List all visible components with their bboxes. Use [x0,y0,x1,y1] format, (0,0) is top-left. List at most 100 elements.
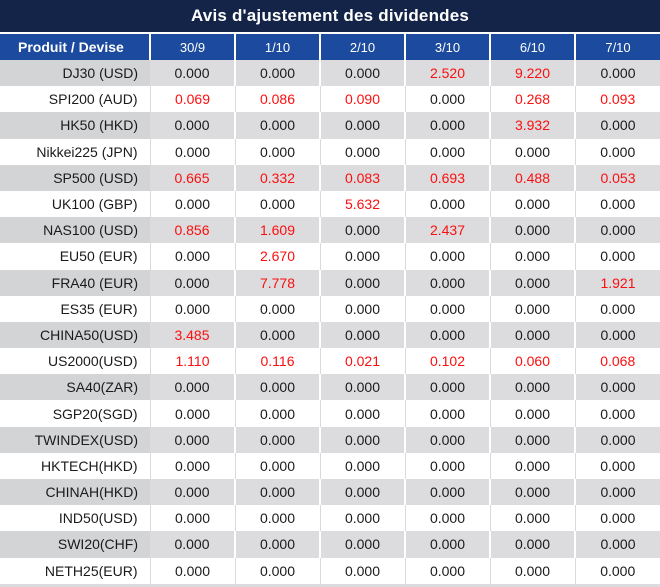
product-cell: CHINAH(HKD) [0,479,150,506]
value-cell: 0.000 [574,505,660,532]
product-cell: HKTECH(HKD) [0,452,150,479]
value-cell: 0.693 [404,164,490,191]
table-row: SWI20(CHF) 0.000 0.000 0.000 0.000 0.000 0.000 [0,531,660,558]
header-row: Produit / Devise 30/9 1/10 2/10 3/10 6/10 7/1… [0,34,660,60]
value-cell: 0.332 [234,164,320,191]
value-cell: 0.000 [489,269,575,296]
value-cell: 0.000 [489,138,575,165]
value-cell: 0.000 [574,243,660,270]
column-header-1-10: 1/10 [234,34,320,60]
value-cell: 0.000 [574,374,660,401]
value-cell: 0.665 [150,164,235,191]
value-cell: 0.000 [489,321,575,349]
value-cell: 0.000 [319,505,405,532]
product-cell: ES35 (EUR) [0,295,150,322]
column-header-product: Produit / Devise [18,39,124,55]
value-cell: 0.000 [150,269,235,296]
value-cell: 0.000 [574,295,660,322]
value-cell: 0.000 [489,426,575,453]
value-cell: 0.000 [404,295,490,322]
value-cell: 0.000 [489,374,575,401]
column-header-30-9: 30/9 [149,34,235,60]
value-cell: 0.000 [574,531,660,558]
value-cell: 0.060 [489,348,575,375]
value-cell: 0.000 [404,374,490,401]
value-cell: 0.116 [234,348,320,375]
value-cell: 0.000 [404,452,490,479]
value-cell: 0.856 [150,217,235,244]
value-cell: 0.000 [489,243,575,270]
table-row: Nikkei225 (JPN) 0.000 0.000 0.000 0.000 0.000… [0,138,660,165]
table-row: FRA40 (EUR) 0.000 7.778 0.000 0.000 0.000 1.92… [0,269,660,296]
value-cell: 0.000 [319,452,405,479]
value-cell: 0.268 [489,86,575,113]
value-cell: 0.000 [319,295,405,322]
table-row: IND50(USD) 0.000 0.000 0.000 0.000 0.000 0.000 [0,505,660,532]
value-cell: 0.000 [234,452,320,479]
value-cell: 0.000 [234,60,320,87]
table-row: SPI200 (AUD) 0.069 0.086 0.090 0.000 0.268 0.0… [0,86,660,113]
table-row: NAS100 (USD) 0.856 1.609 0.000 2.437 0.000 0.0… [0,217,660,244]
value-cell: 0.000 [404,531,490,558]
value-cell: 0.000 [319,217,405,244]
dividends-table: Produit / Devise 30/9 1/10 2/10 3/10 6/10 7/1… [0,34,660,584]
table-row: ES35 (EUR) 0.000 0.000 0.000 0.000 0.000 0.000 [0,295,660,322]
value-cell: 0.000 [150,531,235,558]
value-cell: 0.000 [149,295,235,322]
value-cell: 0.000 [149,400,235,427]
value-cell: 0.000 [234,400,320,427]
value-cell: 0.000 [234,138,320,165]
table-row: NETH25(EUR) 0.000 0.000 0.000 0.000 0.000 0.00… [0,557,660,584]
value-cell: 0.000 [149,190,235,218]
table-row: CHINA50(USD) 3.485 0.000 0.000 0.000 0.000 0.0… [0,321,660,349]
value-cell: 0.021 [319,348,405,375]
value-cell: 0.000 [404,269,490,296]
value-cell: 2.520 [404,60,490,87]
value-cell: 3.932 [489,112,575,139]
column-header-2-10: 2/10 [319,34,405,60]
value-cell: 0.000 [574,217,660,244]
value-cell: 0.000 [574,426,660,453]
value-cell: 0.086 [234,86,320,113]
value-cell: 0.000 [489,557,575,584]
value-cell: 0.000 [150,60,235,87]
value-cell: 1.921 [574,269,660,296]
product-cell: UK100 (GBP) [0,190,150,218]
product-cell: NETH25(EUR) [0,557,150,584]
product-cell: SPI200 (AUD) [0,86,150,113]
value-cell: 0.000 [489,479,575,506]
table-row: SGP20(SGD) 0.000 0.000 0.000 0.000 0.000 0.000 [0,400,660,427]
column-header-3-10: 3/10 [404,34,490,60]
value-cell: 0.000 [574,557,660,584]
product-cell: EU50 (EUR) [0,243,150,270]
value-cell: 0.000 [319,531,405,558]
value-cell: 0.000 [489,531,575,558]
value-cell: 0.000 [404,321,490,349]
table-row: UK100 (GBP) 0.000 0.000 5.632 0.000 0.000 0.00… [0,190,660,218]
product-cell: Nikkei225 (JPN) [0,138,150,165]
value-cell: 0.000 [234,426,320,453]
value-cell: 0.000 [489,400,575,427]
value-cell: 0.000 [319,138,405,165]
product-cell: IND50(USD) [0,505,150,532]
value-cell: 0.000 [150,374,235,401]
product-cell: NAS100 (USD) [0,217,150,244]
value-cell: 0.000 [404,138,490,165]
value-cell: 0.000 [234,295,320,322]
value-cell: 0.000 [149,557,235,584]
value-cell: 0.000 [319,60,405,87]
value-cell: 0.000 [319,400,405,427]
value-cell: 0.000 [489,217,575,244]
value-cell: 0.000 [149,452,235,479]
value-cell: 0.000 [150,426,235,453]
value-cell: 7.778 [234,269,320,296]
value-cell: 0.000 [574,479,660,506]
value-cell: 2.437 [404,217,490,244]
value-cell: 9.220 [489,60,575,87]
value-cell: 0.000 [149,505,235,532]
value-cell: 0.000 [404,86,490,113]
value-cell: 0.000 [489,190,575,218]
value-cell: 2.670 [234,243,320,270]
value-cell: 0.083 [319,164,405,191]
value-cell: 0.000 [319,321,405,349]
